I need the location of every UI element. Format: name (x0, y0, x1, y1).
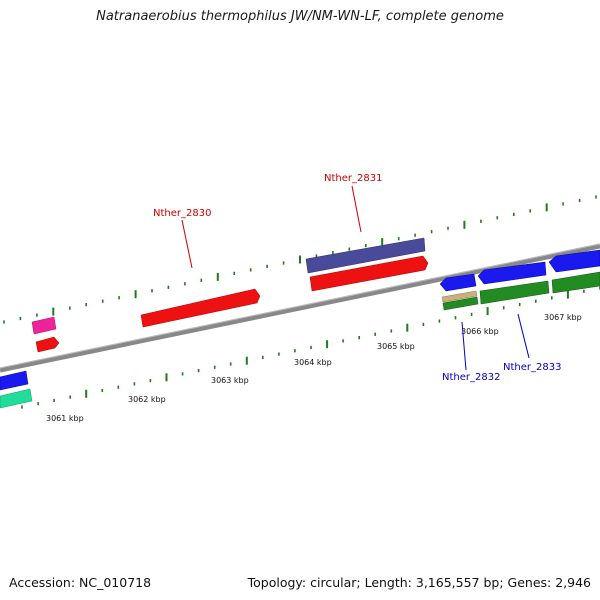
scale-label: 3062 kbp (128, 395, 166, 404)
gene-nther-2830[interactable] (140, 288, 261, 328)
label-nther-2833[interactable]: Nther_2833 (503, 362, 561, 373)
gene-green-mid[interactable] (479, 280, 550, 305)
tick-track-bottom (21, 286, 600, 409)
label-nther-2830[interactable]: Nther_2830 (153, 208, 211, 219)
leader-nther-2831 (351, 185, 362, 233)
scale-label: 3063 kbp (211, 376, 249, 385)
gene-green-right[interactable] (551, 271, 600, 294)
gene-red-small[interactable] (35, 336, 60, 353)
genome-title: Natranaerobius thermophilus JW/NM-WN-LF,… (96, 9, 504, 24)
gene-nther-2832[interactable] (439, 273, 477, 292)
label-nther-2831[interactable]: Nther_2831 (324, 173, 382, 184)
scale-label: 3067 kbp (544, 313, 582, 322)
leader-nther-2830 (181, 219, 193, 269)
scale-label: 3065 kbp (377, 342, 415, 351)
gene-nther-2833[interactable] (477, 261, 547, 285)
scale-label: 3061 kbp (46, 414, 84, 423)
gene-blue-left[interactable] (0, 370, 29, 391)
label-nther-2832[interactable]: Nther_2832 (442, 372, 500, 383)
genome-summary-text: Topology: circular; Length: 3,165,557 bp… (247, 575, 591, 590)
gene-pink[interactable] (31, 316, 57, 335)
gene-tan[interactable] (441, 290, 478, 303)
backbone-line (0, 243, 600, 373)
gene-nther-2831-purple[interactable] (305, 237, 426, 274)
gene-blue-right[interactable] (548, 249, 600, 273)
leader-nther-2832 (461, 321, 467, 371)
leader-nther-2833 (517, 313, 530, 359)
scale-label: 3064 kbp (294, 358, 332, 367)
gene-teal-left[interactable] (0, 388, 33, 409)
scale-label: 3066 kbp (461, 327, 499, 336)
gene-green-small[interactable] (442, 296, 479, 311)
gene-nther-2831-red[interactable] (309, 255, 429, 292)
accession-text: Accession: NC_010718 (9, 575, 152, 590)
tick-track-top (3, 195, 597, 324)
